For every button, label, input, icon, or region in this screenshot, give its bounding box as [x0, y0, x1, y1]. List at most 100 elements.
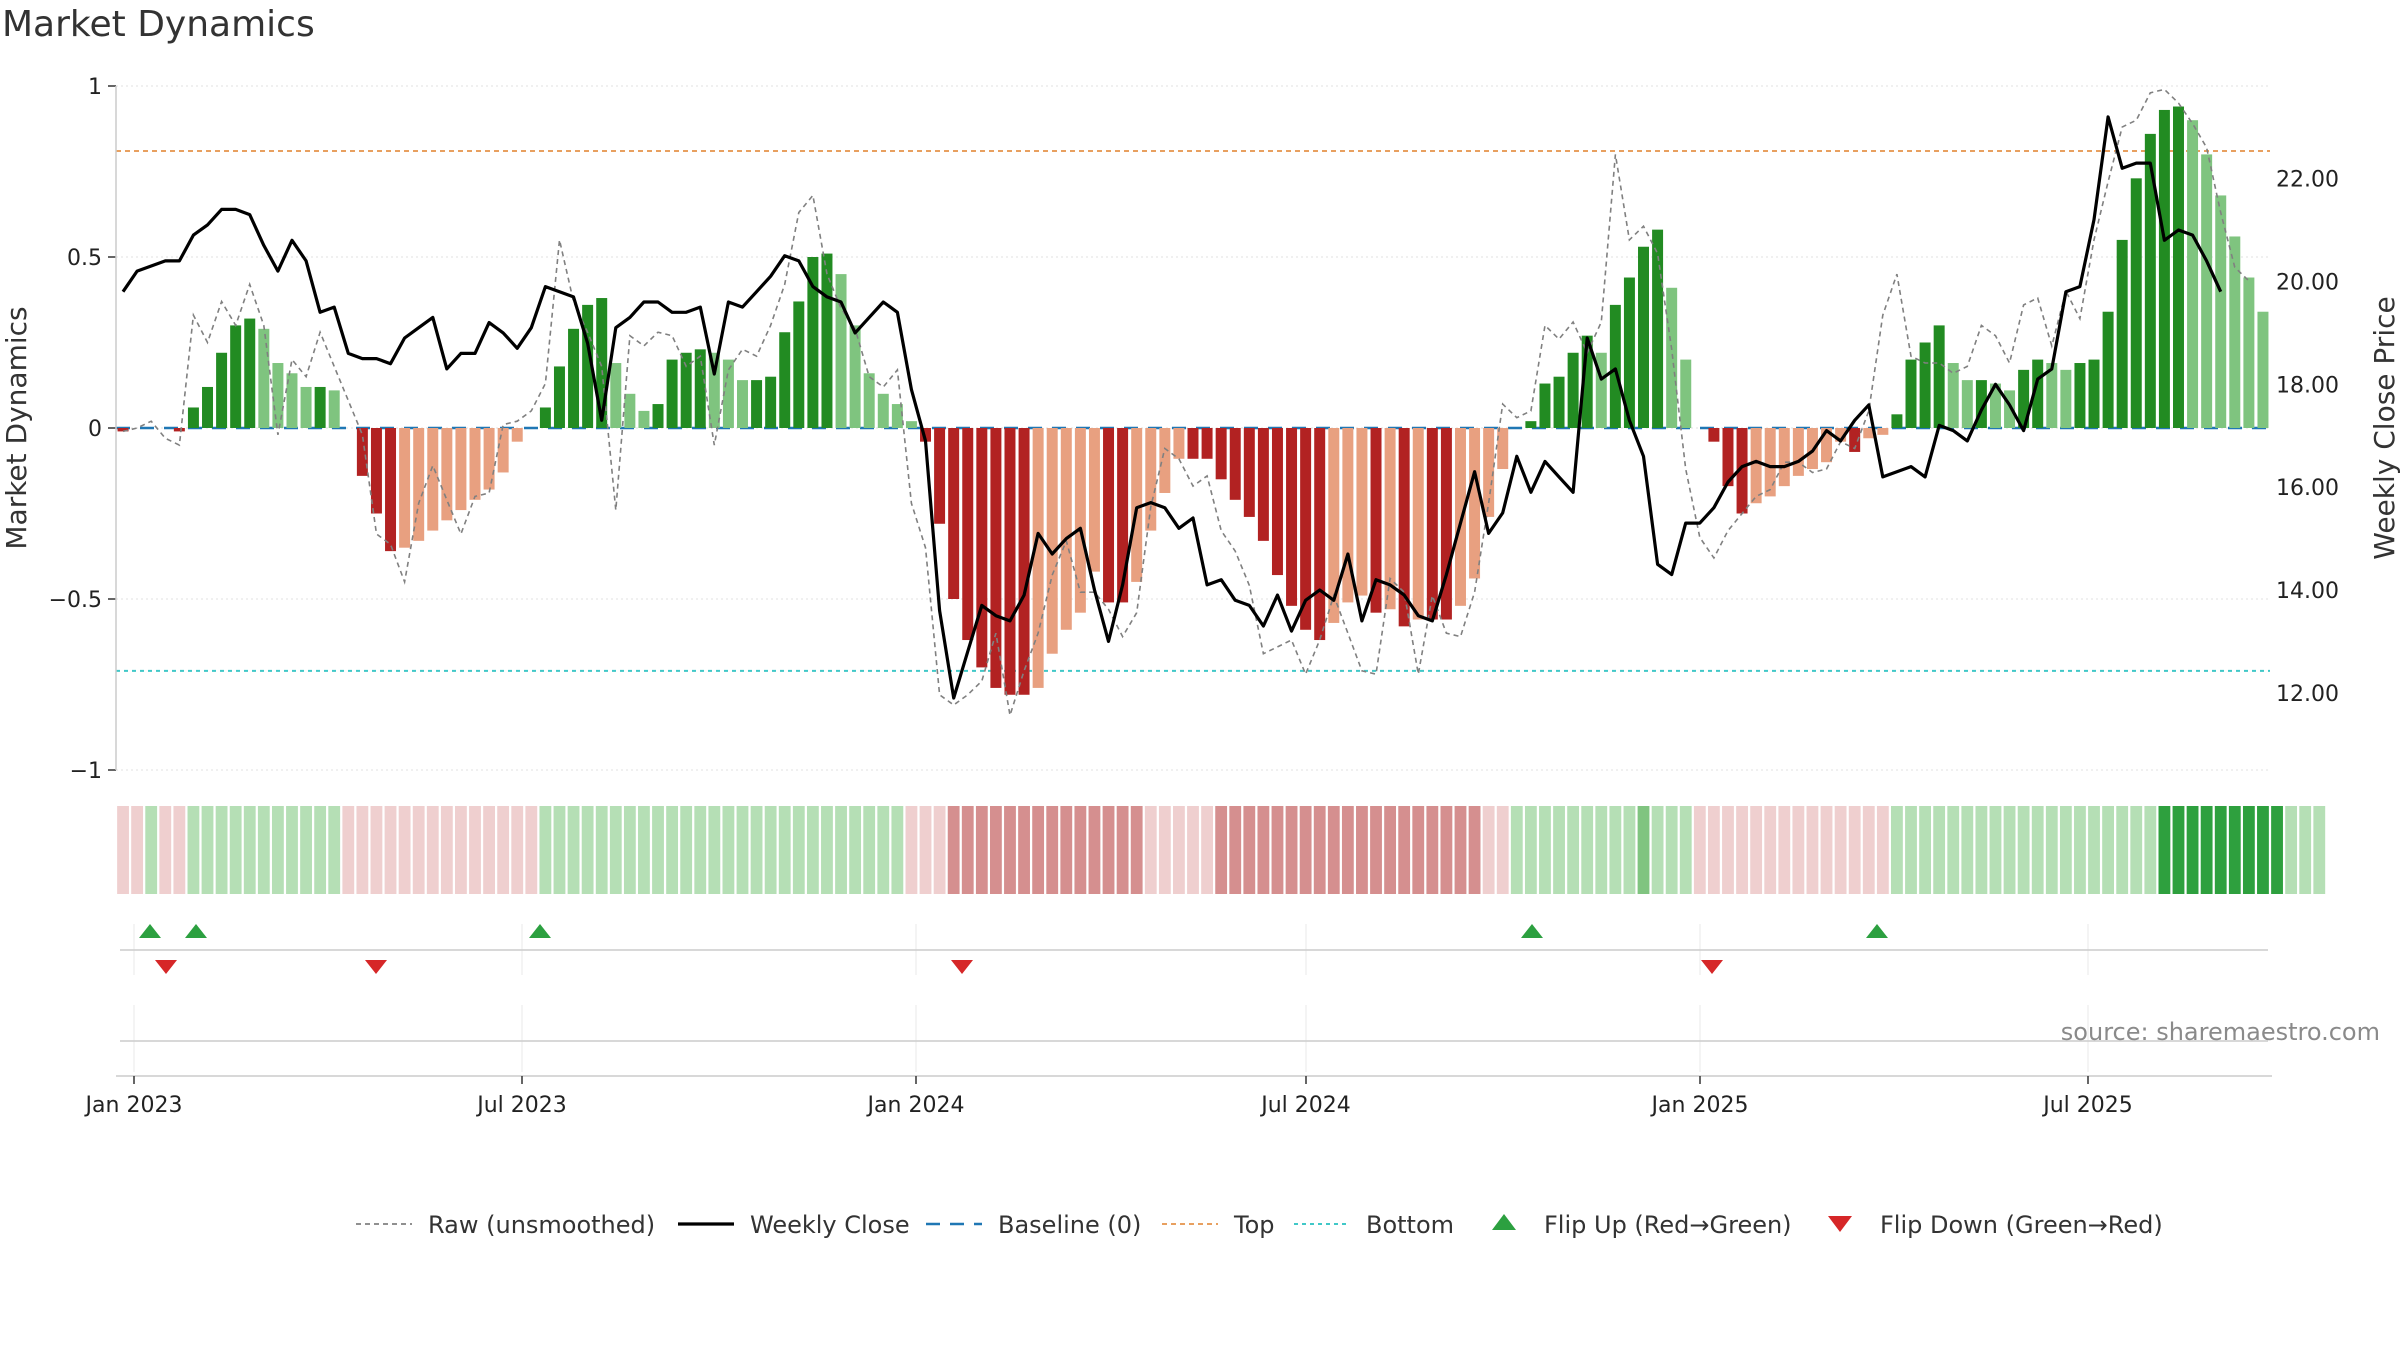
chart-title: Market Dynamics	[2, 4, 315, 45]
strip-cell	[1595, 806, 1608, 894]
dynamics-bar	[1032, 428, 1044, 688]
strip-cell	[694, 806, 707, 894]
dynamics-bar	[1750, 428, 1762, 504]
dynamics-bar	[1792, 428, 1804, 476]
dynamics-bar	[807, 257, 819, 428]
reference-lines	[116, 149, 2270, 672]
dynamics-bar	[1370, 428, 1382, 613]
dynamics-bar	[399, 428, 411, 548]
strip-cell	[1313, 806, 1326, 894]
strip-cell	[370, 806, 383, 894]
dynamics-bar	[1215, 428, 1227, 480]
dynamics-bar	[1778, 428, 1790, 487]
dynamics-bar	[1131, 428, 1143, 582]
strip-cell	[1693, 806, 1706, 894]
dynamics-bar	[638, 410, 650, 428]
axes: 1 0.5 0 −0.5 −1 22.00 20.00 18.00 16.00 14.00 12.0…	[49, 75, 2339, 784]
dynamics-bar	[779, 332, 791, 428]
dynamics-bar	[2215, 195, 2227, 428]
strip-cell	[2186, 806, 2199, 894]
flip-up-marker	[185, 924, 207, 938]
dynamics-bar	[497, 428, 509, 473]
strip-cell	[2158, 806, 2171, 894]
strip-cell	[1862, 806, 1875, 894]
strip-cell	[2003, 806, 2016, 894]
strip-cell	[384, 806, 397, 894]
strip-cell	[539, 806, 552, 894]
strip-cell	[2242, 806, 2255, 894]
dynamics-bar	[272, 363, 284, 428]
strip-cell	[483, 806, 495, 894]
strip-cell	[2116, 806, 2129, 894]
legend-label: Top	[1233, 1211, 1275, 1239]
strip-cell	[2271, 806, 2283, 894]
strip-cell	[412, 806, 425, 894]
dynamics-bar	[582, 304, 594, 428]
strip-cell	[764, 806, 777, 894]
dynamics-bar	[1708, 428, 1720, 442]
strip-cell	[1327, 806, 1340, 894]
dynamics-bar	[962, 428, 974, 641]
dynamics-bar	[427, 428, 439, 531]
strip-cell	[1468, 806, 1481, 894]
strip-cell	[1848, 806, 1861, 894]
dynamics-bar	[1384, 428, 1396, 610]
dynamics-bar	[1286, 428, 1298, 606]
flip-up-marker	[1866, 924, 1888, 938]
strip-cell	[2088, 806, 2100, 894]
strip-cell	[877, 806, 890, 894]
y-tick-left-label: −1	[70, 759, 102, 784]
strip-cell	[1553, 806, 1565, 894]
flip-up-marker	[529, 924, 551, 938]
strip-cell	[1651, 806, 1664, 894]
dynamics-bar	[1821, 428, 1833, 463]
strip-cell	[2144, 806, 2157, 894]
dynamics-bar	[1412, 428, 1424, 620]
dynamics-bar	[328, 390, 340, 428]
strip-cell	[1412, 806, 1425, 894]
dynamics-bar	[553, 366, 565, 428]
strip-cell	[271, 806, 284, 894]
strip-cell	[1088, 806, 1101, 894]
strip-cell	[1905, 806, 1917, 894]
y-tick-right-label: 14.00	[2276, 579, 2339, 604]
strip-cell	[1102, 806, 1115, 894]
dynamics-bar	[1905, 359, 1917, 428]
strip-cell	[1764, 806, 1777, 894]
dynamics-bar	[1074, 428, 1086, 613]
dynamics-bar	[2257, 311, 2269, 428]
dynamics-bar	[2004, 390, 2016, 428]
strip-cell	[1018, 806, 1030, 894]
strip-cell	[243, 806, 256, 894]
y-axis-left-title: Market Dynamics	[0, 306, 33, 549]
strip-cell	[666, 806, 679, 894]
strip-cell	[1173, 806, 1185, 894]
strip-cell	[2017, 806, 2030, 894]
strip-cell	[722, 806, 735, 894]
strip-cell	[1496, 806, 1509, 894]
strip-cell	[356, 806, 369, 894]
legend-label: Raw (unsmoothed)	[428, 1211, 655, 1239]
dynamics-bar	[1497, 428, 1509, 470]
dynamics-bar	[1356, 428, 1368, 596]
dynamics-bar	[1652, 229, 1664, 428]
strip-cell	[750, 806, 763, 894]
dynamics-bar	[1666, 287, 1678, 428]
dynamics-bar	[751, 380, 763, 428]
dynamics-bar	[2158, 109, 2170, 428]
dynamics-bar	[173, 428, 185, 432]
dynamics-bar	[905, 421, 917, 428]
strip-cell	[1271, 806, 1284, 894]
strip-cell	[1679, 806, 1692, 894]
dynamics-bar	[1328, 428, 1340, 623]
strip-cell	[1004, 806, 1016, 894]
dynamics-bar	[2116, 239, 2128, 428]
dynamics-bar	[1919, 342, 1931, 428]
strip-cell	[2299, 806, 2312, 894]
strip-cell	[2172, 806, 2185, 894]
strip-cell	[1947, 806, 1960, 894]
dynamics-bar	[1595, 352, 1607, 428]
dynamics-bar	[666, 359, 678, 428]
dynamics-bar	[736, 380, 748, 428]
dynamics-bar	[1623, 277, 1635, 428]
